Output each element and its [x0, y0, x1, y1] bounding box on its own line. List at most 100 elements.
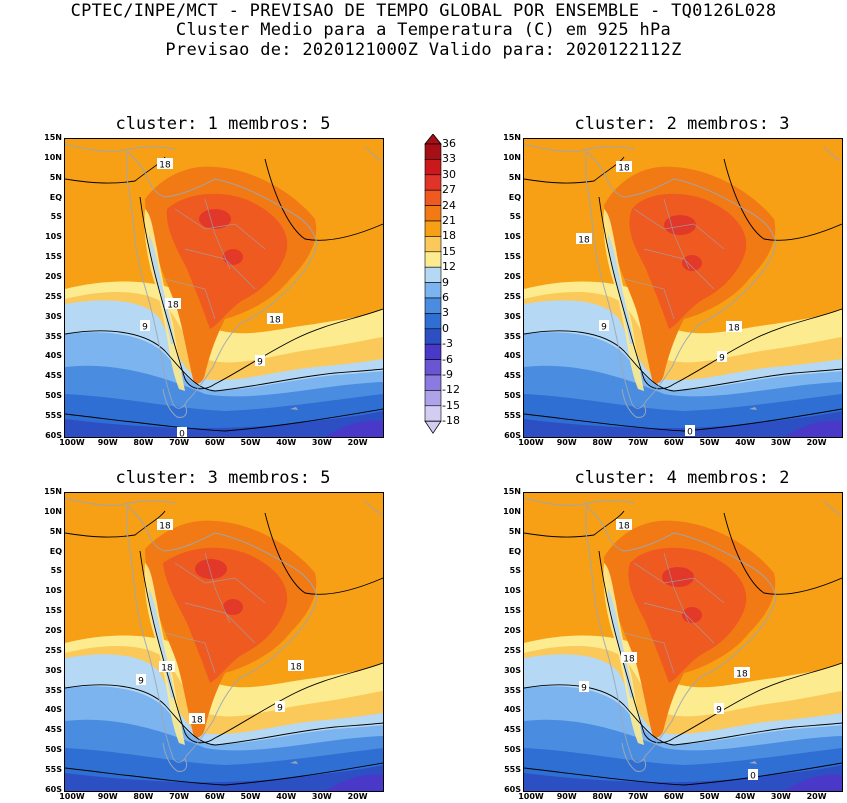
colorbar-band [424, 297, 442, 314]
svg-text:9: 9 [277, 704, 283, 714]
colorbar-tick-label: -15 [442, 398, 460, 412]
contour-label: 0 [177, 427, 187, 437]
lon-label: 70W [628, 438, 649, 447]
lon-label: 60W [663, 792, 684, 801]
contour-label: 18 [734, 667, 750, 680]
svg-text:18: 18 [269, 316, 281, 326]
lat-label: 50S [504, 391, 521, 401]
lat-label: 15N [44, 133, 62, 142]
colorbar-tick-label: 30 [442, 167, 456, 181]
lat-label: 60S [504, 784, 521, 794]
lon-label: 100W [518, 438, 544, 447]
lat-label: 45S [504, 725, 521, 735]
colorbar-band [424, 313, 442, 330]
lat-label: 20S [45, 271, 62, 281]
colorbar-tick-label: 3 [442, 306, 449, 320]
lat-label: 5S [50, 566, 62, 576]
colorbar-band [424, 236, 442, 253]
colorbar-band [424, 390, 442, 407]
contour-label: 0 [685, 425, 695, 437]
svg-text:0: 0 [750, 772, 756, 782]
lat-label: 45S [45, 725, 62, 735]
contour-label: 9 [599, 320, 609, 333]
map-panel-cluster-3: 18 18 18 18 9 9 [64, 492, 384, 792]
lon-label: 50W [240, 792, 261, 801]
colorbar-tick-label: 21 [442, 214, 456, 227]
lon-label: 90W [97, 438, 118, 447]
contour-label: 0 [748, 769, 758, 782]
lat-label: 15S [45, 252, 62, 262]
svg-text:18: 18 [159, 522, 171, 532]
colorbar-tick-label: 24 [442, 198, 456, 212]
lat-label: 55S [45, 764, 62, 774]
lon-label: 40W [735, 438, 756, 447]
lat-label: 10S [45, 586, 62, 596]
lon-label: 30W [311, 792, 332, 801]
lon-label: 30W [770, 438, 791, 447]
lat-label: 50S [45, 391, 62, 401]
lat-label: 10N [503, 152, 521, 162]
svg-text:9: 9 [719, 354, 725, 364]
lat-label: 20S [504, 625, 521, 635]
map-panel-cluster-1: 18 18 18 9 9 0 [64, 138, 384, 438]
lat-label: EQ [508, 546, 521, 556]
lat-label: 45S [504, 371, 521, 381]
colorbar-band [424, 374, 442, 391]
lat-label: 10N [503, 506, 521, 516]
lat-label: 50S [45, 745, 62, 755]
contour-label: 18 [288, 660, 304, 673]
lon-label: 20W [347, 792, 368, 801]
svg-text:9: 9 [257, 358, 263, 368]
colorbar-band [424, 189, 442, 206]
svg-text:9: 9 [142, 323, 148, 333]
colorbar-band [424, 174, 442, 191]
lon-label: 20W [806, 792, 827, 801]
lat-label: 35S [504, 331, 521, 341]
lat-label: 5S [509, 566, 521, 576]
contour-label: 9 [255, 355, 265, 368]
lat-label: 5N [49, 172, 62, 182]
svg-text:9: 9 [716, 706, 722, 716]
lat-label: 35S [45, 685, 62, 695]
lon-label: 20W [347, 438, 368, 447]
colorbar-band [424, 220, 442, 237]
lon-label: 50W [240, 438, 261, 447]
lat-label: 15S [504, 606, 521, 616]
lon-label: 90W [97, 792, 118, 801]
colorbar-tick-label: 12 [442, 260, 456, 274]
lat-label: 30S [45, 665, 62, 675]
colorbar-band [424, 328, 442, 345]
colorbar-tick-label: -18 [442, 414, 460, 428]
svg-text:18: 18 [159, 161, 171, 171]
svg-text:0: 0 [687, 428, 693, 438]
lon-label: 30W [770, 792, 791, 801]
colorbar-tick-label: -6 [442, 352, 453, 366]
svg-text:9: 9 [581, 684, 587, 694]
lat-label: 10S [504, 232, 521, 242]
svg-text:18: 18 [191, 716, 203, 726]
lon-label: 40W [735, 792, 756, 801]
lat-label: 40S [45, 705, 62, 715]
svg-text:18: 18 [618, 522, 630, 532]
subtitle: Cluster Medio para a Temperatura (C) em … [175, 20, 672, 40]
panel-2-title: cluster: 2 membros: 3 [574, 114, 790, 134]
svg-text:18: 18 [161, 664, 173, 674]
colorbar-tick-label: -9 [442, 368, 453, 381]
temperature-colorbar [424, 133, 442, 442]
lon-label: 80W [133, 438, 154, 447]
colorbar-tick-label: -12 [442, 383, 460, 397]
lat-label: 10N [44, 506, 62, 516]
lon-label: 100W [59, 438, 85, 447]
lat-label: 55S [504, 764, 521, 774]
colorbar-tick-label: -3 [442, 337, 453, 351]
lat-label: 40S [504, 351, 521, 361]
colorbar-tick-label: 33 [442, 152, 456, 166]
lat-label: 5N [508, 172, 521, 182]
map-panel-cluster-2: 18 18 18 9 9 0 [523, 138, 843, 438]
lat-label: 15N [503, 133, 521, 142]
colorbar-tick-label: 18 [442, 229, 456, 243]
colorbar-band [424, 343, 442, 360]
lon-label: 80W [592, 438, 613, 447]
lat-label: 5N [49, 526, 62, 536]
lat-label: 60S [45, 784, 62, 794]
